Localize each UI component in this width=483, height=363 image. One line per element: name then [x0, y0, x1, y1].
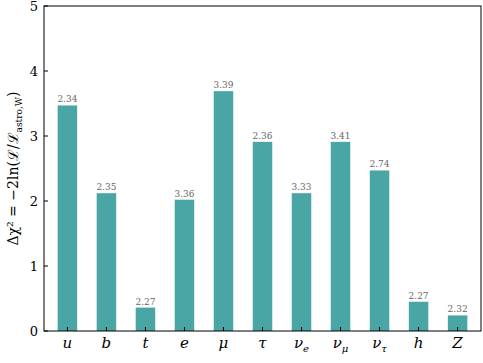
- y-label-sub: astro,W: [14, 96, 24, 132]
- x-tick: [340, 327, 341, 331]
- bar: [409, 302, 429, 331]
- x-tick: [67, 327, 68, 331]
- y-tick-label: 5: [30, 0, 38, 14]
- label-main: ν: [294, 334, 303, 352]
- y-label-main: Δχ² = −2ln(ℒ/ℒ: [5, 132, 21, 245]
- x-tick-label: ντ: [372, 334, 387, 354]
- label-main: b: [102, 334, 112, 352]
- y-tick: [44, 136, 48, 137]
- bar: [292, 193, 312, 331]
- label-sub: μ: [342, 343, 349, 354]
- x-tick: [379, 327, 380, 331]
- bar: [58, 105, 78, 331]
- label-main: e: [180, 334, 189, 352]
- bar-annotation: 2.36: [252, 131, 272, 141]
- y-tick-label: 4: [30, 64, 38, 79]
- y-tick-label: 0: [30, 324, 38, 339]
- bar: [97, 193, 117, 331]
- bar: [253, 142, 273, 331]
- x-tick: [223, 327, 224, 331]
- y-tick: [44, 6, 48, 7]
- chart: 2.34 2.35 2.27 3.36 3.39 2.36 3.33 3.41 2.74 2.27…: [0, 0, 483, 363]
- bar-annotation: 2.32: [448, 304, 468, 314]
- label-main: u: [63, 334, 73, 352]
- y-tick: [44, 266, 48, 267]
- x-tick: [418, 327, 419, 331]
- bar: [331, 142, 351, 331]
- y-label-end: ): [5, 91, 21, 96]
- x-tick: [106, 327, 107, 331]
- bars: [58, 91, 468, 331]
- y-tick: [44, 71, 48, 72]
- label-main: μ: [219, 334, 229, 352]
- bar: [136, 308, 156, 331]
- x-tick-label: τ: [258, 334, 267, 352]
- bar: [214, 91, 234, 331]
- bar-annotation: 2.74: [370, 159, 390, 169]
- x-tick: [145, 327, 146, 331]
- bar: [370, 170, 390, 331]
- bar: [448, 315, 468, 331]
- label-main: τ: [258, 334, 267, 352]
- bar-annotation: 3.33: [291, 182, 311, 192]
- label-main: ν: [333, 334, 342, 352]
- bar: [175, 200, 195, 331]
- x-tick-label: μ: [219, 334, 229, 352]
- x-tick-label: νμ: [333, 334, 349, 354]
- x-tick-label: e: [180, 334, 189, 352]
- y-tick-label: 2: [30, 194, 38, 209]
- bar-annotation: 3.36: [174, 189, 194, 199]
- bar-annotation: 3.41: [331, 131, 351, 141]
- bar-annotation: 2.34: [57, 94, 77, 104]
- x-tick-label: νe: [294, 334, 309, 354]
- label-main: ν: [372, 334, 381, 352]
- y-axis-label: Δχ² = −2ln(ℒ/ℒastro,W): [5, 91, 24, 245]
- x-tick-label: t: [142, 334, 149, 352]
- x-tick: [262, 327, 263, 331]
- bar-annotation: 2.27: [409, 291, 429, 301]
- x-tick-label: u: [63, 334, 73, 352]
- x-tick: [184, 327, 185, 331]
- label-main: t: [142, 334, 149, 352]
- frame: [44, 6, 481, 331]
- y-tick: [44, 201, 48, 202]
- bar-annotation: 3.39: [213, 80, 233, 90]
- label-main: h: [414, 334, 424, 352]
- bar-annotation: 2.35: [96, 182, 116, 192]
- bar-annotation: 2.27: [135, 297, 155, 307]
- x-tick: [457, 327, 458, 331]
- label-sub: τ: [381, 343, 387, 354]
- y-tick: [44, 331, 48, 332]
- x-tick-label: b: [102, 334, 112, 352]
- x-tick-label: Z: [451, 334, 463, 352]
- y-tick-label: 3: [30, 129, 38, 144]
- x-tick-label: h: [414, 334, 424, 352]
- y-tick-label: 1: [30, 259, 38, 274]
- label-sub: e: [303, 343, 309, 354]
- x-tick: [301, 327, 302, 331]
- label-main: Z: [451, 334, 463, 352]
